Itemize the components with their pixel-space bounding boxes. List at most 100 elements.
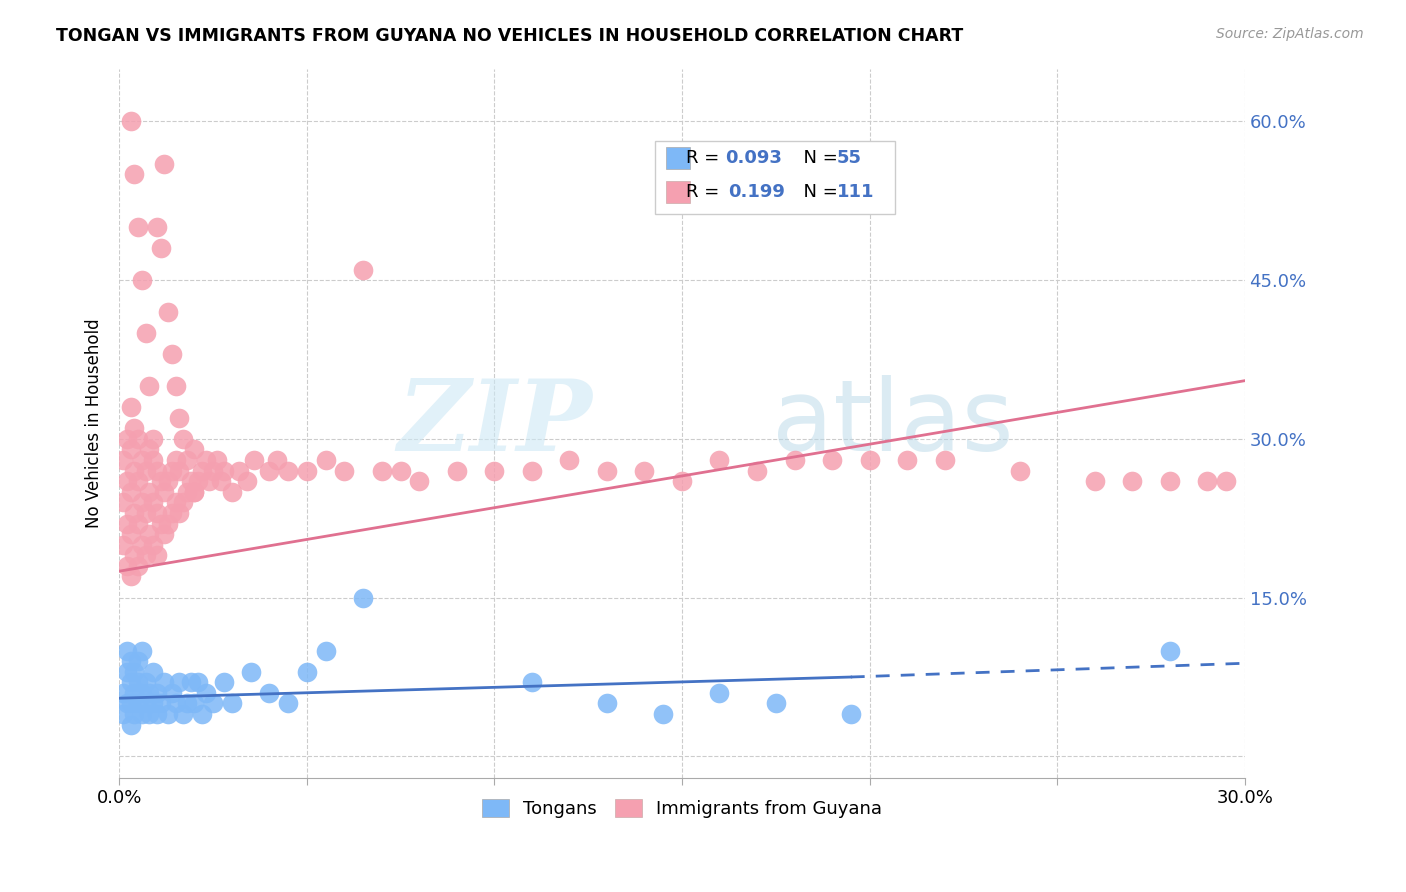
Point [198, 475, 221, 489]
Point [115, 643, 138, 657]
Point [135, 675, 157, 690]
Point [120, 697, 142, 711]
Point [115, 665, 138, 679]
Point [149, 475, 172, 489]
Point [896, 453, 918, 467]
Point [172, 707, 194, 722]
Point [1159, 643, 1181, 657]
Point [138, 707, 160, 722]
Point [131, 686, 153, 700]
Point [165, 495, 187, 509]
Point [172, 495, 194, 509]
Point [120, 569, 142, 583]
Point [127, 475, 149, 489]
Point [138, 442, 160, 457]
Point [520, 675, 543, 690]
Point [596, 464, 619, 478]
Point [221, 484, 243, 499]
Point [146, 549, 169, 563]
Point [142, 495, 165, 509]
Point [169, 410, 191, 425]
Point [236, 475, 259, 489]
Point [194, 686, 217, 700]
Point [765, 697, 787, 711]
Point [172, 432, 194, 446]
Point [120, 442, 142, 457]
Point [149, 516, 172, 531]
Text: 111: 111 [837, 183, 875, 201]
Point [266, 453, 288, 467]
Point [180, 475, 202, 489]
Point [176, 453, 198, 467]
Point [1121, 475, 1143, 489]
Point [839, 707, 862, 722]
Legend: Tongans, Immigrants from Guyana: Tongans, Immigrants from Guyana [474, 791, 890, 825]
Point [120, 484, 142, 499]
Point [127, 675, 149, 690]
Point [120, 654, 142, 668]
Point [183, 442, 205, 457]
Point [135, 464, 157, 478]
Point [160, 686, 183, 700]
Point [146, 220, 169, 235]
Point [131, 453, 153, 467]
Point [709, 686, 731, 700]
Point [652, 707, 675, 722]
Point [1084, 475, 1107, 489]
Point [131, 538, 153, 552]
Text: atlas: atlas [772, 375, 1014, 472]
Point [315, 643, 337, 657]
Point [295, 464, 318, 478]
Point [214, 464, 236, 478]
Point [160, 347, 183, 361]
Point [333, 464, 356, 478]
Point [596, 697, 619, 711]
Point [176, 484, 198, 499]
Point [127, 654, 149, 668]
Point [120, 527, 142, 541]
Point [138, 379, 160, 393]
Point [165, 453, 187, 467]
Point [111, 707, 134, 722]
Point [127, 432, 149, 446]
Point [259, 464, 281, 478]
Point [157, 516, 180, 531]
Point [352, 591, 374, 605]
Point [124, 464, 146, 478]
Point [709, 453, 731, 467]
Point [142, 453, 165, 467]
Point [221, 697, 243, 711]
Text: ZIP: ZIP [396, 375, 592, 471]
Point [127, 220, 149, 235]
Point [671, 475, 693, 489]
Point [408, 475, 430, 489]
Point [205, 453, 228, 467]
Text: N =: N = [792, 149, 844, 167]
Point [259, 686, 281, 700]
Point [157, 707, 180, 722]
Point [187, 675, 209, 690]
Point [135, 697, 157, 711]
Point [149, 697, 172, 711]
Point [157, 475, 180, 489]
Point [127, 558, 149, 573]
Text: TONGAN VS IMMIGRANTS FROM GUYANA NO VEHICLES IN HOUSEHOLD CORRELATION CHART: TONGAN VS IMMIGRANTS FROM GUYANA NO VEHI… [56, 27, 963, 45]
Point [202, 464, 225, 478]
Point [783, 453, 806, 467]
Point [131, 707, 153, 722]
Point [138, 686, 160, 700]
Point [1215, 475, 1237, 489]
Point [120, 400, 142, 414]
Point [131, 495, 153, 509]
Point [135, 326, 157, 340]
Point [484, 464, 506, 478]
Point [111, 453, 134, 467]
Point [124, 665, 146, 679]
Point [371, 464, 394, 478]
Point [239, 665, 262, 679]
Point [124, 707, 146, 722]
Point [127, 697, 149, 711]
Point [124, 506, 146, 520]
Point [124, 549, 146, 563]
Point [146, 464, 169, 478]
